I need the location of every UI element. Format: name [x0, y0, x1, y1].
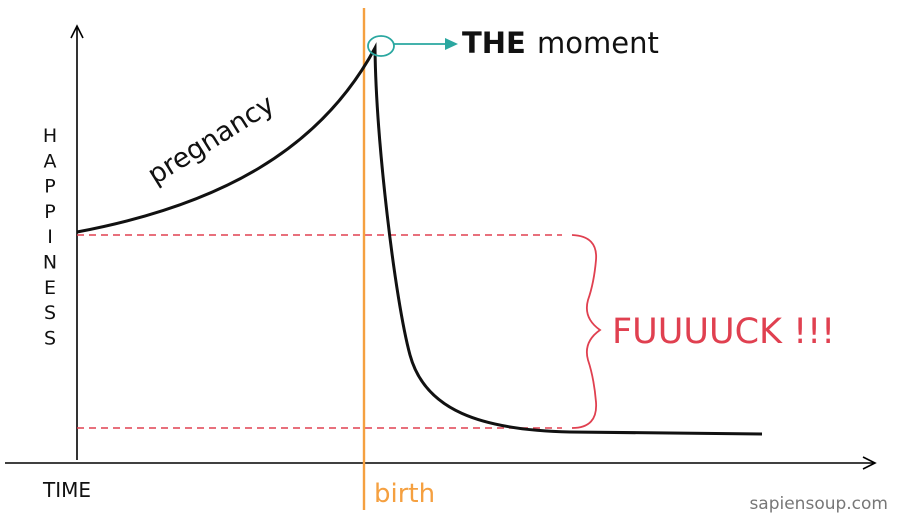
y-axis-label-letter: H: [43, 125, 57, 147]
peak-marker-circle: [367, 35, 395, 57]
peak-label-bold: THE: [462, 26, 526, 60]
peak-pointer-arrowhead: [445, 38, 458, 50]
y-axis-label-letter: N: [43, 252, 57, 274]
y-axis-label-letter: P: [44, 176, 55, 198]
y-axis-label-letter: A: [44, 150, 57, 172]
drop-label: FUUUUCK !!!: [612, 312, 835, 352]
happiness-curve: [76, 42, 763, 436]
y-axis-label-letter: S: [44, 302, 56, 324]
y-axis-label-letter: E: [44, 277, 56, 299]
peak-label-rest: moment: [537, 26, 659, 60]
event-label-birth: birth: [374, 479, 435, 509]
watermark: sapiensoup.com: [749, 494, 888, 514]
y-axis-label-letter: I: [47, 226, 53, 248]
y-axis-label-letter: S: [44, 327, 56, 349]
x-axis-label: TIME: [42, 478, 91, 502]
curly-brace: [571, 234, 602, 429]
x-axis-arrowhead: [862, 456, 877, 470]
curve-label-pregnancy: pregnancy: [142, 89, 280, 191]
y-axis-arrowhead: [70, 24, 84, 39]
y-axis-label-letter: P: [44, 201, 55, 223]
